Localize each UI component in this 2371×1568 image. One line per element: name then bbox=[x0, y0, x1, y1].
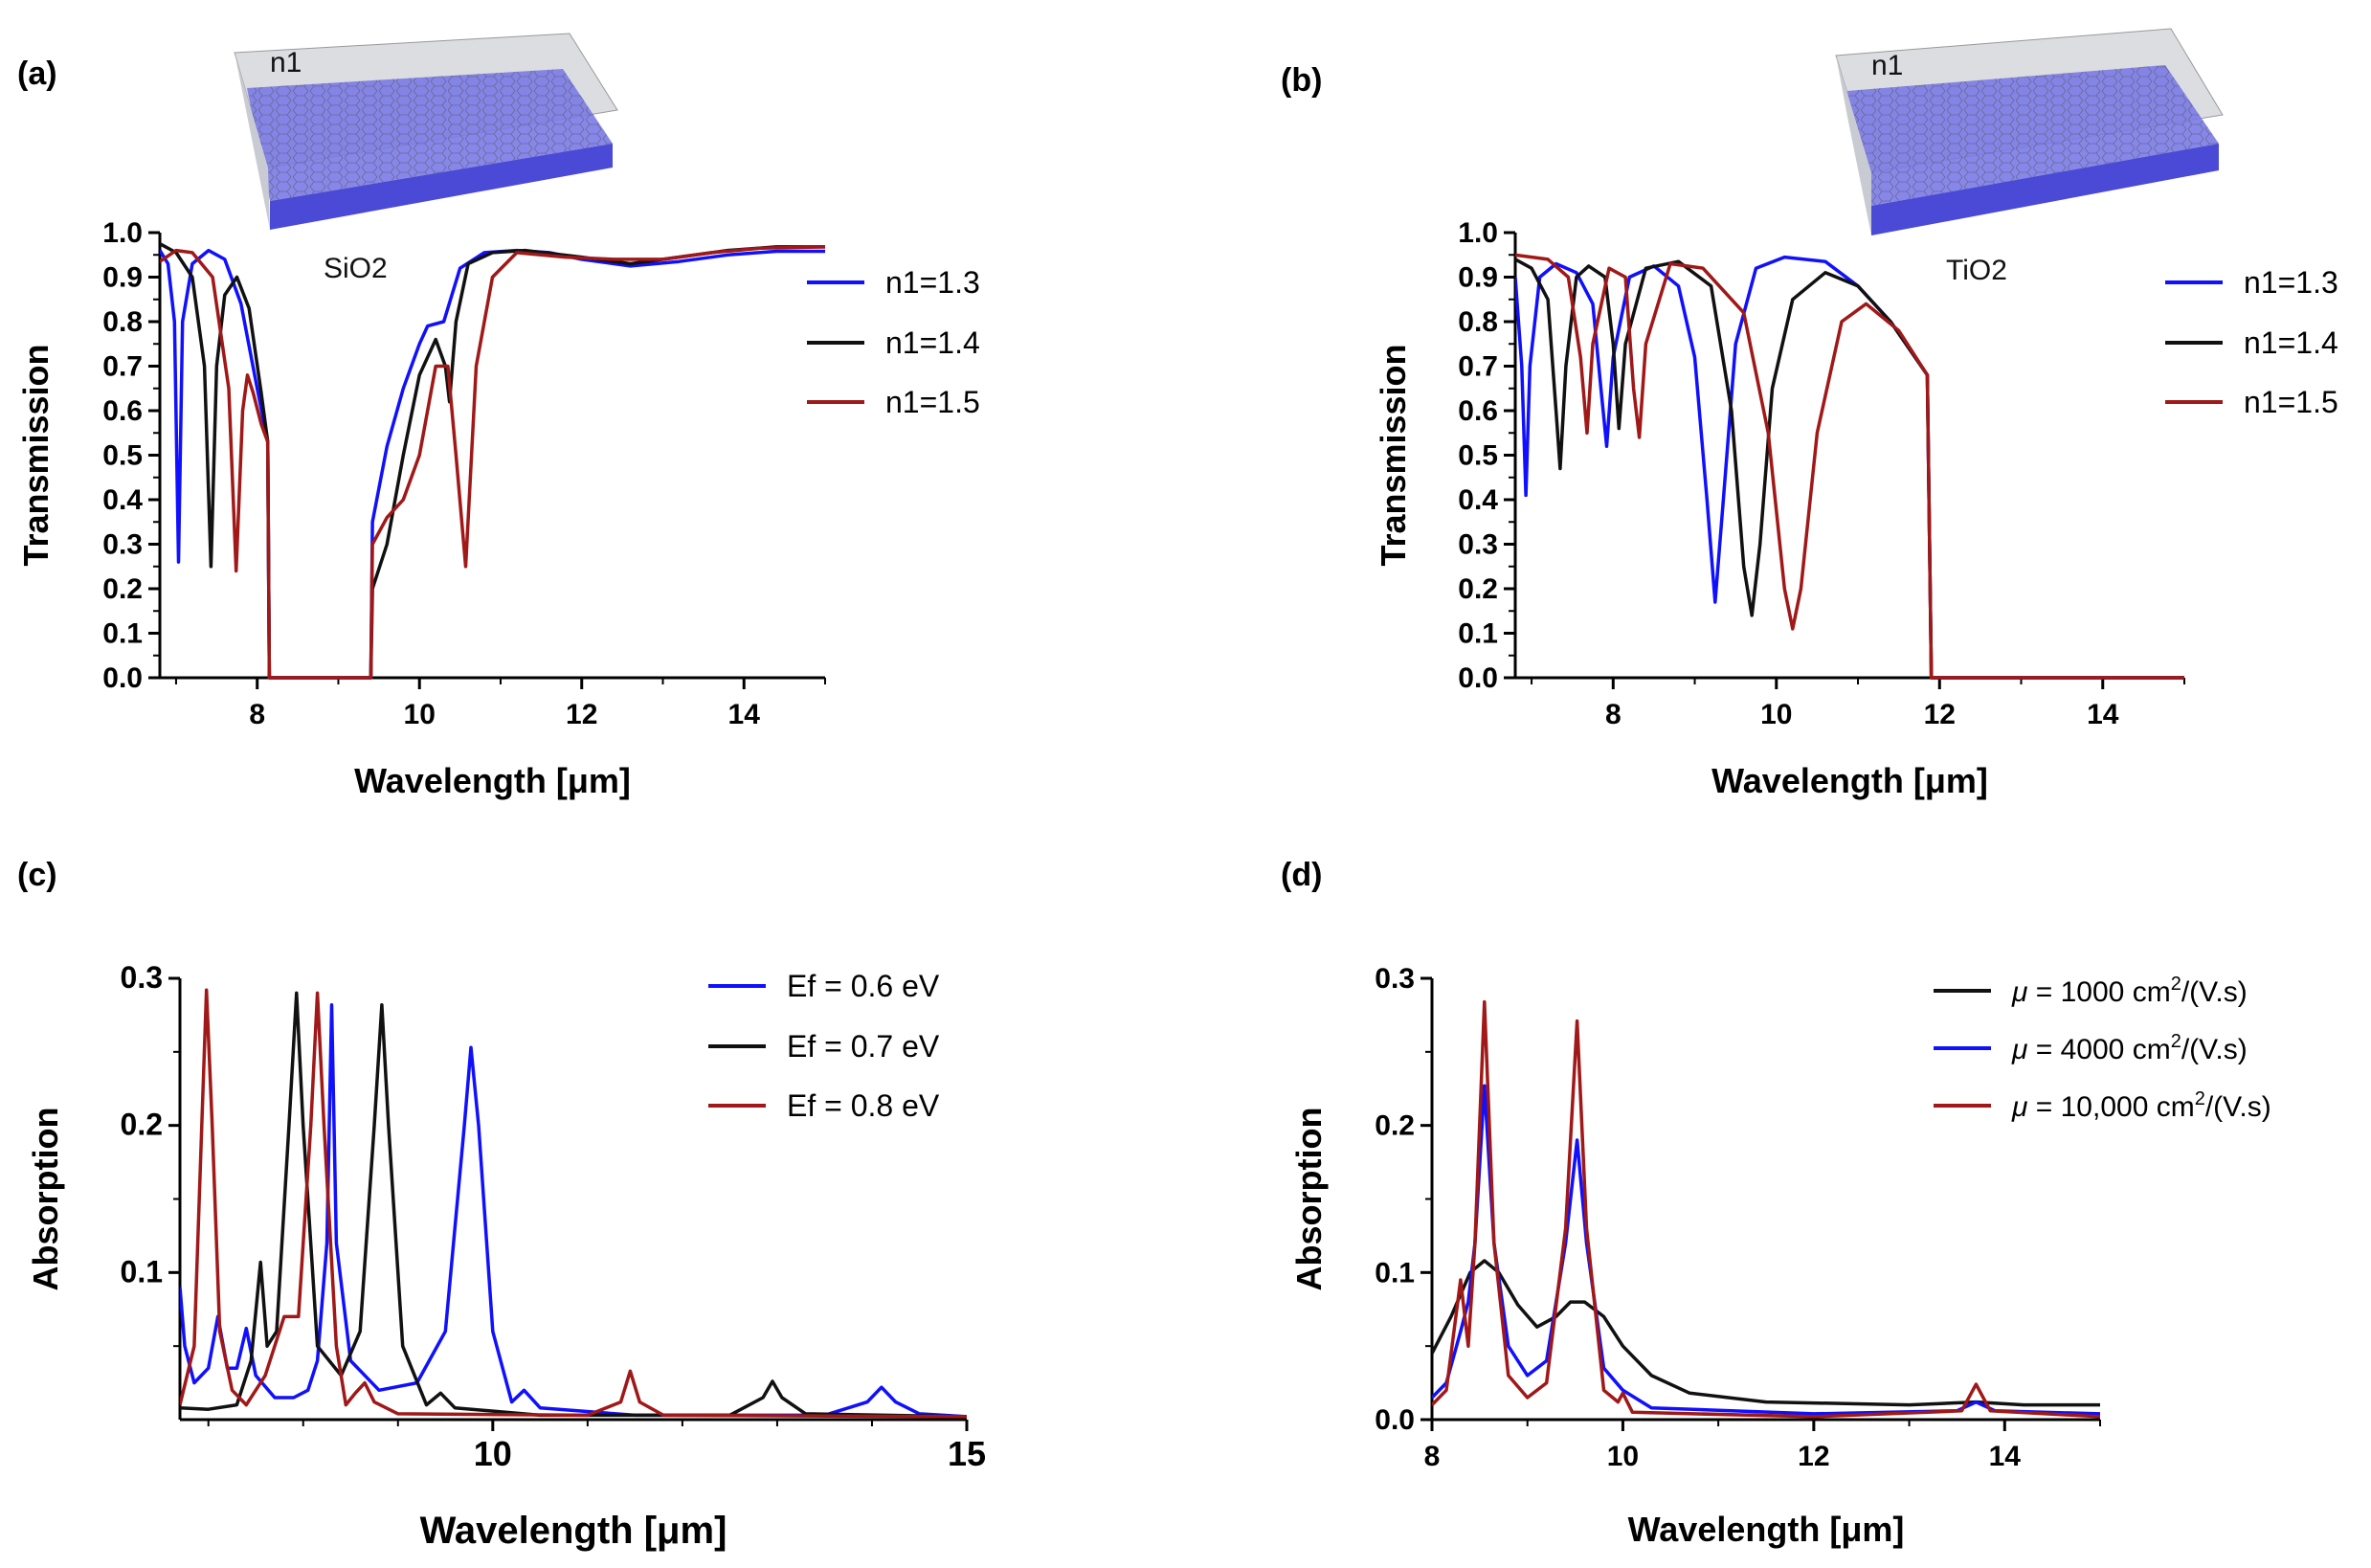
y-tick-label: 0.3 bbox=[1458, 529, 1498, 561]
legend-label: n1=1.3 bbox=[2244, 265, 2338, 300]
y-tick-label: 0.2 bbox=[1458, 573, 1498, 605]
inset-substrate-label: SiO2 bbox=[324, 253, 388, 284]
y-tick-label: 0.0 bbox=[1375, 1404, 1415, 1436]
series-line-red bbox=[1432, 999, 2100, 1419]
y-tick-label: 0.9 bbox=[1458, 262, 1498, 294]
y-tick-label: 0.7 bbox=[1458, 351, 1498, 383]
inset-n1-label: n1 bbox=[1871, 50, 1903, 81]
x-tick-label: 12 bbox=[566, 699, 597, 730]
legend-label: n1=1.4 bbox=[2244, 325, 2338, 360]
legend-label: Ef = 0.8 eV bbox=[787, 1088, 940, 1123]
x-tick-label: 14 bbox=[1989, 1441, 2022, 1472]
legend-label: Ef = 0.7 eV bbox=[787, 1029, 940, 1064]
panel-label-a: (a) bbox=[17, 56, 57, 92]
x-tick-label: 8 bbox=[1424, 1441, 1441, 1472]
inset-n1-label: n1 bbox=[270, 47, 302, 78]
x-tick-label: 10 bbox=[1760, 699, 1792, 730]
y-tick-label: 0.1 bbox=[1375, 1257, 1415, 1288]
x-tick-label: 10 bbox=[1607, 1441, 1639, 1472]
x-tick-label: 12 bbox=[1924, 699, 1956, 730]
inset-device-b: n1 TiO2 bbox=[1835, 28, 2224, 286]
legend-label: μ = 10,000 cm2/(V.s) bbox=[2011, 1088, 2271, 1123]
y-tick-label: 0.7 bbox=[102, 351, 143, 383]
legend-label: μ = 1000 cm2/(V.s) bbox=[2011, 974, 2248, 1008]
y-tick-label: 0.5 bbox=[102, 440, 143, 472]
y-tick-label: 0.2 bbox=[102, 573, 143, 605]
inset-substrate-side bbox=[1871, 144, 2219, 235]
x-axis-title: Wavelength [μm] bbox=[1711, 761, 1988, 800]
panel-c: 0.1 0.2 0.3 10 15 Wavelength [μm] Absorption Ef… bbox=[26, 960, 986, 1552]
panel-label-c: (c) bbox=[17, 857, 57, 893]
inset-graphene bbox=[247, 69, 613, 201]
legend-label: μ = 4000 cm2/(V.s) bbox=[2011, 1031, 2248, 1065]
x-tick-label: 8 bbox=[249, 699, 265, 730]
x-tick-label: 12 bbox=[1798, 1441, 1829, 1472]
series-line-black bbox=[160, 242, 825, 680]
legend-label: n1=1.4 bbox=[885, 325, 980, 360]
legend-label: n1=1.5 bbox=[2244, 385, 2338, 419]
x-axis-title: Wavelength [μm] bbox=[420, 1510, 727, 1552]
y-tick-label: 0.2 bbox=[1375, 1110, 1415, 1142]
y-tick-label: 0.2 bbox=[121, 1108, 163, 1142]
series-line-black bbox=[1432, 1259, 2100, 1407]
y-tick-label: 0.8 bbox=[1458, 306, 1498, 338]
x-tick-label: 8 bbox=[1605, 699, 1622, 730]
panel-label-d: (d) bbox=[1281, 857, 1322, 893]
series-line-blue bbox=[180, 1002, 967, 1419]
x-tick-label: 14 bbox=[2087, 699, 2119, 730]
series-line-blue bbox=[160, 248, 825, 680]
x-tick-label: 10 bbox=[474, 1434, 512, 1473]
legend-label: n1=1.5 bbox=[885, 385, 980, 419]
y-tick-label: 0.1 bbox=[121, 1254, 163, 1288]
y-axis-title: Transmission bbox=[16, 344, 56, 566]
series-line-black bbox=[1515, 258, 2184, 680]
panel-b: 0.0 0.1 0.2 0.3 0.4 0.5 0.6 0.7 0.8 0.9 1.0 8 10 12 14… bbox=[1374, 217, 2338, 800]
y-tick-label: 0.0 bbox=[102, 662, 143, 694]
y-tick-label: 0.4 bbox=[1458, 484, 1498, 516]
series-line-blue bbox=[1432, 1084, 2100, 1416]
panel-label-b: (b) bbox=[1281, 62, 1322, 99]
inset-substrate-side bbox=[270, 144, 613, 230]
panel-d: 0.0 0.1 0.2 0.3 8 10 12 14 Wavelength [μm] Absorp… bbox=[1289, 963, 2271, 1549]
y-axis-title: Transmission bbox=[1374, 344, 1413, 566]
y-tick-label: 0.5 bbox=[1458, 440, 1498, 472]
y-tick-label: 0.8 bbox=[102, 306, 143, 338]
inset-substrate-label: TiO2 bbox=[1946, 255, 2007, 286]
y-axis-title: Absorption bbox=[26, 1108, 65, 1291]
x-axis-title: Wavelength [μm] bbox=[354, 761, 631, 800]
panel-a: 0.0 0.1 0.2 0.3 0.4 0.5 0.6 0.7 0.8 0.9 1.0 8 10 12 14… bbox=[16, 217, 980, 800]
y-tick-label: 1.0 bbox=[102, 217, 143, 249]
y-tick-label: 0.9 bbox=[102, 262, 143, 294]
y-tick-label: 0.3 bbox=[102, 529, 143, 561]
y-tick-label: 0.6 bbox=[1458, 395, 1498, 427]
x-tick-label: 15 bbox=[948, 1434, 986, 1473]
y-tick-label: 0.1 bbox=[102, 618, 143, 650]
inset-graphene bbox=[1847, 65, 2219, 206]
inset-device-a: n1 SiO2 bbox=[234, 33, 618, 284]
y-tick-label: 1.0 bbox=[1458, 217, 1498, 249]
y-tick-label: 0.6 bbox=[102, 395, 143, 427]
inset-glass-side bbox=[235, 53, 270, 230]
y-axis-title: Absorption bbox=[1289, 1108, 1329, 1291]
legend-label: n1=1.3 bbox=[885, 265, 980, 300]
inset-glass-side bbox=[1836, 56, 1871, 235]
x-axis-title: Wavelength [μm] bbox=[1628, 1510, 1905, 1549]
legend-label: Ef = 0.6 eV bbox=[787, 969, 940, 1003]
x-tick-label: 14 bbox=[728, 699, 761, 730]
x-tick-label: 10 bbox=[404, 699, 436, 730]
y-tick-label: 0.4 bbox=[102, 484, 143, 516]
series-line-red bbox=[1515, 253, 2184, 680]
y-tick-label: 0.3 bbox=[121, 960, 163, 995]
series-line-black bbox=[180, 991, 967, 1419]
series-line-blue bbox=[1515, 255, 2184, 680]
y-tick-label: 0.1 bbox=[1458, 618, 1498, 650]
y-tick-label: 0.3 bbox=[1375, 963, 1415, 995]
y-tick-label: 0.0 bbox=[1458, 662, 1498, 694]
series-line-red bbox=[180, 988, 967, 1419]
series-line-red bbox=[160, 245, 825, 680]
